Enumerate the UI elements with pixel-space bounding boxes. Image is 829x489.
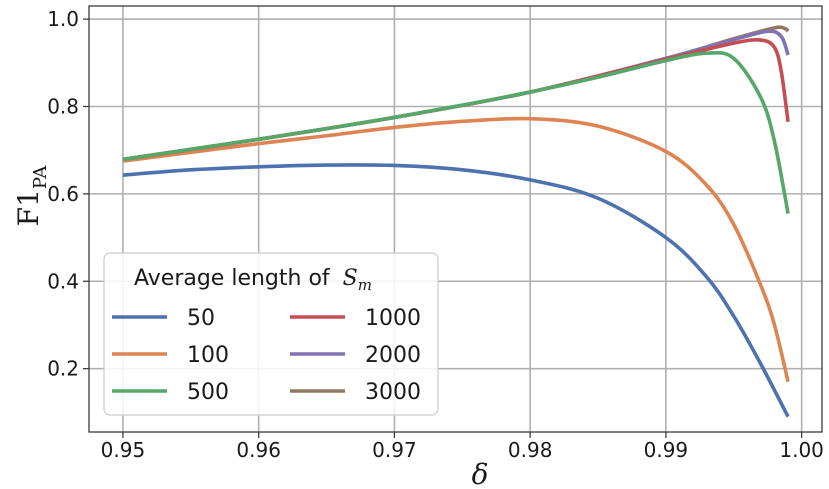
- series-line-1000: [122, 37, 790, 162]
- legend-label-50: 50: [187, 306, 215, 331]
- legend-entries: 50 100 500 1000 2000 3000: [112, 306, 421, 405]
- legend-box: [103, 252, 439, 416]
- svg-text:F1PA: F1PA: [12, 165, 51, 227]
- x-axis: 0.95 0.96 0.97 0.98 0.99 1.00: [101, 432, 824, 462]
- series-line-3000: [122, 25, 790, 162]
- legend-title: Average length of Sm: [134, 266, 372, 294]
- legend-label-500: 500: [187, 380, 229, 405]
- y-axis-label-main: F1: [12, 189, 45, 226]
- legend-label-3000: 3000: [365, 380, 421, 405]
- plot-frame: [88, 5, 823, 433]
- series-line-500: [122, 50, 790, 214]
- y-tick-label: 0.6: [47, 182, 79, 206]
- y-tick-label: 0.2: [47, 357, 79, 381]
- x-tick-label: 0.95: [101, 438, 146, 462]
- x-tick-label: 0.99: [644, 438, 689, 462]
- series-line-100: [122, 116, 790, 383]
- legend-label-100: 100: [187, 343, 229, 368]
- y-tick-label: 0.8: [47, 94, 79, 118]
- y-axis-label: F1PA: [12, 165, 51, 227]
- legend-title-math-sub: m: [358, 276, 372, 294]
- y-axis-label-sub: PA: [30, 165, 51, 189]
- y-tick-label: 0.4: [47, 269, 79, 293]
- y-axis: 0.2 0.4 0.6 0.8 1.0: [47, 7, 89, 381]
- x-tick-label: 0.98: [508, 438, 553, 462]
- x-tick-label: 0.97: [372, 438, 417, 462]
- y-tick-label: 1.0: [47, 7, 79, 31]
- legend-title-text: Average length of: [134, 266, 331, 291]
- x-tick-label: 1.00: [779, 438, 824, 462]
- x-axis-label: δ: [472, 458, 489, 489]
- legend-title-math: S: [343, 266, 358, 291]
- legend: Average length of Sm 50 100 500 1000 2000 300…: [103, 252, 439, 416]
- series-line-50: [122, 163, 790, 418]
- series-layer: [122, 25, 790, 418]
- legend-label-1000: 1000: [365, 306, 421, 331]
- legend-label-2000: 2000: [365, 343, 421, 368]
- x-tick-label: 0.96: [236, 438, 281, 462]
